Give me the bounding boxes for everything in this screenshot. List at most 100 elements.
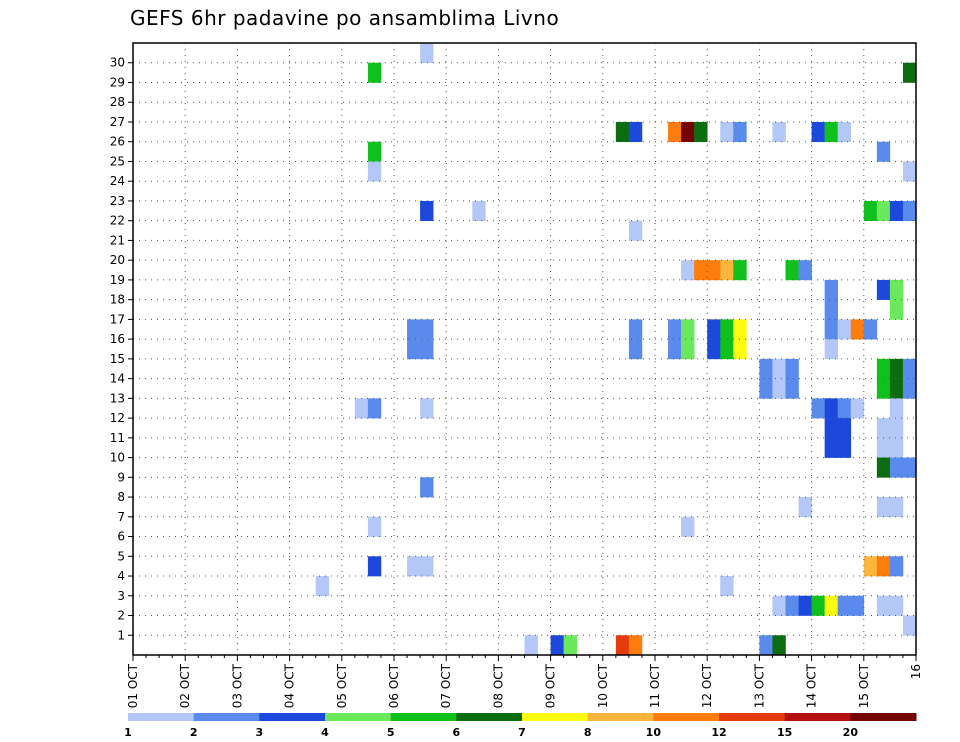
x-tick-label: 03 OCT	[230, 663, 244, 708]
x-tick-label: 01 OCT	[126, 663, 140, 708]
precip-cell	[824, 339, 838, 360]
precip-cell	[759, 635, 773, 656]
precip-cell	[837, 398, 852, 419]
x-axis-ticks: 01 OCT 02 OCT 03 OCT 04 OCT 05 OCT 06 OCT 07 O…	[126, 655, 923, 708]
y-tick-label: 3	[117, 589, 125, 603]
precip-cell	[876, 279, 891, 300]
y-tick-label: 20	[110, 253, 125, 267]
colorbar-tick-label: 20	[843, 726, 859, 739]
precip-cell	[367, 161, 382, 182]
precip-cell	[889, 299, 904, 320]
colorbar-tick-label: 3	[256, 726, 264, 739]
precip-cell	[889, 418, 904, 439]
y-tick-label: 5	[117, 549, 125, 563]
y-axis-ticks: 1234567891011121314151617181920212223242…	[110, 56, 133, 642]
y-tick-label: 26	[110, 135, 125, 149]
precip-cell	[889, 437, 904, 458]
colorbar-tick-label: 6	[453, 726, 461, 739]
y-tick-label: 13	[110, 391, 125, 405]
precip-cell	[902, 615, 917, 636]
precip-cell	[420, 43, 434, 64]
precip-cell	[889, 279, 904, 300]
precip-cell	[720, 576, 734, 597]
precip-cell	[550, 635, 564, 656]
precip-cell	[824, 418, 838, 439]
precip-cell	[902, 457, 917, 478]
precip-cell	[367, 141, 382, 162]
colorbar-swatch	[784, 713, 851, 721]
colorbar-tick-label: 10	[646, 726, 662, 739]
y-tick-label: 15	[110, 352, 125, 366]
precip-cell	[772, 121, 786, 143]
precip-cell	[902, 378, 917, 399]
colorbar-swatch	[850, 713, 917, 721]
x-tick-label: 04 OCT	[283, 663, 297, 708]
precip-cell	[707, 260, 721, 281]
y-tick-label: 22	[110, 214, 125, 228]
precip-cell	[798, 497, 812, 518]
precip-cell	[876, 200, 891, 221]
precip-cell	[759, 378, 773, 399]
precip-cell	[733, 319, 747, 340]
colorbar-swatch	[390, 713, 457, 721]
precip-cell	[628, 220, 643, 241]
precip-cell	[798, 260, 812, 281]
x-tick-label: 05 OCT	[335, 663, 349, 708]
precip-cell	[407, 339, 421, 360]
precip-cell	[694, 121, 708, 143]
precip-cell	[811, 595, 825, 616]
colorbar: 1 2 3 4 5 6 7 8 10 12 15 20	[124, 713, 917, 739]
colorbar-tick-label: 1	[124, 726, 132, 739]
colorbar-tick-label: 5	[387, 726, 395, 739]
precip-cell	[681, 319, 695, 340]
precip-cell	[889, 457, 904, 478]
precip-cell	[367, 398, 382, 419]
precip-cell	[772, 378, 786, 399]
precip-cell	[563, 635, 577, 656]
precip-cell	[420, 339, 434, 360]
y-tick-label: 18	[110, 293, 125, 307]
precip-cell	[733, 121, 747, 143]
y-tick-label: 8	[117, 490, 125, 504]
y-tick-label: 19	[110, 273, 125, 287]
x-tick-label: 13 OCT	[752, 663, 766, 708]
precip-cell	[824, 398, 838, 419]
precip-cell	[876, 141, 891, 162]
precip-cell	[628, 121, 643, 143]
precip-cell	[850, 595, 865, 616]
precip-cell	[902, 161, 917, 182]
colorbar-tick-label: 15	[777, 726, 792, 739]
y-tick-label: 30	[110, 56, 125, 70]
y-tick-label: 2	[117, 609, 125, 623]
precip-cell	[420, 200, 434, 221]
x-tick-label: 16	[909, 664, 923, 679]
plot-frame	[132, 42, 917, 656]
y-tick-label: 12	[110, 411, 125, 425]
colorbar-swatch	[587, 713, 654, 721]
precip-cell	[876, 595, 891, 616]
precip-cell	[889, 595, 904, 616]
y-tick-label: 1	[117, 628, 125, 642]
y-tick-label: 11	[110, 431, 125, 445]
colorbar-swatch	[719, 713, 786, 721]
precip-cell	[876, 556, 891, 577]
precip-cell	[889, 378, 904, 399]
precip-cell	[876, 457, 891, 478]
precip-cell	[889, 200, 904, 221]
y-tick-label: 9	[117, 470, 125, 484]
colorbar-swatch	[259, 713, 326, 721]
y-tick-label: 4	[117, 569, 125, 583]
precip-cell	[772, 595, 786, 616]
precip-cell	[315, 576, 330, 597]
colorbar-swatch	[456, 713, 523, 721]
precip-cell	[837, 595, 852, 616]
precip-cell	[876, 437, 891, 458]
precip-cell	[472, 200, 486, 221]
precip-cell	[759, 358, 773, 379]
x-tick-label: 15 OCT	[857, 663, 871, 708]
precip-cell	[354, 398, 369, 419]
precip-cell	[668, 121, 682, 143]
x-tick-label: 14 OCT	[805, 663, 819, 708]
precip-cell	[681, 260, 695, 281]
y-tick-label: 24	[110, 174, 125, 188]
